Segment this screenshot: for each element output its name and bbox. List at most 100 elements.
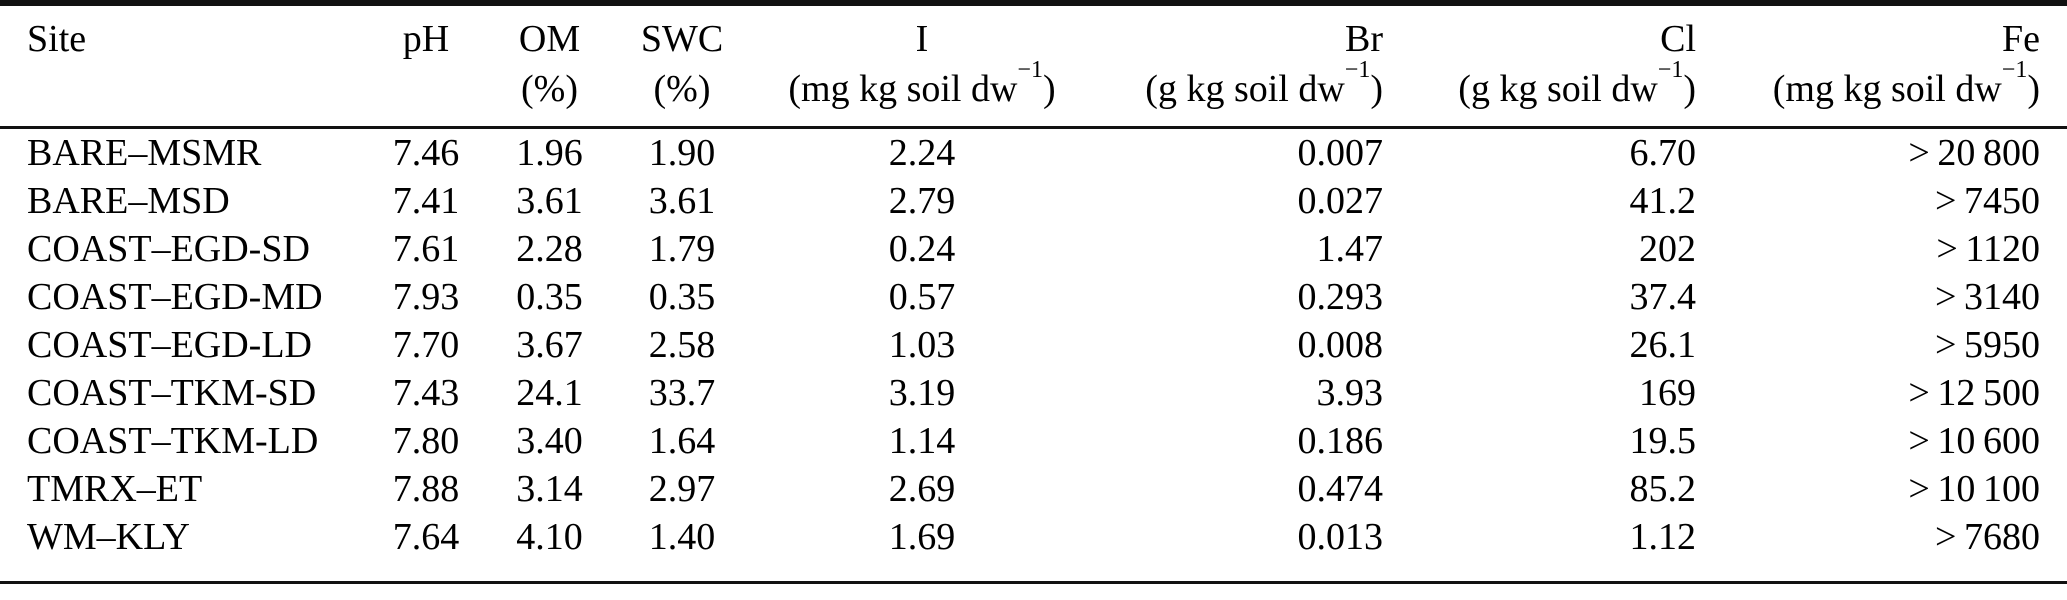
cell-site: BARE–MSMR [27,132,262,174]
column-unit: (g kg soil dw−1) [1145,56,1383,110]
cell-fe: > 10 100 [1908,468,2040,510]
cell-cl: 202 [1639,228,1696,270]
column-label: Fe [2002,18,2040,60]
cell-cl: 41.2 [1629,180,1697,222]
cell-swc: 3.61 [648,180,716,222]
cell-ph: 7.70 [392,324,460,366]
cell-br: 0.013 [1297,516,1384,558]
cell-i: 2.79 [888,180,956,222]
table-row: WM–KLY 7.64 4.10 1.40 1.69 0.013 1.12 > 7680 [0,513,2067,583]
cell-om: 3.14 [516,468,583,510]
cell-fe: > 3140 [1934,276,2040,318]
cell-site: COAST–TKM-SD [27,372,317,414]
cell-om: 1.96 [516,132,583,174]
table-body: BARE–MSMR 7.46 1.96 1.90 2.24 0.007 6.70 > 20 8… [0,128,2067,583]
column-unit: (mg kg soil dw−1) [788,56,1056,110]
cell-cl: 1.12 [1629,516,1697,558]
cell-br: 1.47 [1316,228,1384,270]
cell-swc: 1.90 [648,132,716,174]
cell-i: 0.24 [888,228,956,270]
cell-site: WM–KLY [27,516,190,558]
column-header-chlorine: Cl (g kg soil dw−1) [1385,3,1700,128]
cell-om: 3.67 [516,324,583,366]
cell-ph: 7.61 [392,228,460,270]
cell-i: 2.69 [888,468,956,510]
cell-swc: 33.7 [648,372,716,414]
cell-i: 0.57 [888,276,956,318]
cell-br: 0.027 [1297,180,1384,222]
cell-cl: 85.2 [1629,468,1697,510]
cell-om: 3.61 [516,180,583,222]
column-header-om: OM (%) [487,3,612,128]
column-header-ph: pH [365,3,487,128]
column-label: Cl [1660,18,1696,60]
column-label: I [915,18,929,60]
column-label: OM [518,18,581,60]
table-row: COAST–EGD-SD 7.61 2.28 1.79 0.24 1.47 202 > 112… [0,225,2067,273]
column-header-iodine: I (mg kg soil dw−1) [752,3,1092,128]
cell-i: 2.24 [888,132,956,174]
cell-fe: > 20 800 [1908,132,2040,174]
table-row: COAST–EGD-MD 7.93 0.35 0.35 0.57 0.293 37.4 > 3… [0,273,2067,321]
cell-om: 3.40 [516,420,583,462]
soil-properties-table: Site pH OM (%) SWC (%) I (mg kg soil dw−… [0,0,2067,584]
cell-br: 0.008 [1297,324,1384,366]
column-header-bromine: Br (g kg soil dw−1) [1092,3,1385,128]
cell-fe: > 7450 [1934,180,2040,222]
cell-swc: 2.58 [648,324,716,366]
header-row: Site pH OM (%) SWC (%) I (mg kg soil dw−… [0,3,2067,128]
cell-fe: > 12 500 [1908,372,2040,414]
cell-br: 0.007 [1297,132,1384,174]
table-row: BARE–MSMR 7.46 1.96 1.90 2.24 0.007 6.70 > 20 8… [0,128,2067,178]
cell-fe: > 10 600 [1908,420,2040,462]
cell-i: 3.19 [888,372,956,414]
column-label: SWC [640,18,724,60]
cell-om: 0.35 [516,276,583,318]
cell-fe: > 7680 [1934,516,2040,558]
column-unit: (%) [653,68,711,110]
cell-cl: 6.70 [1629,132,1697,174]
cell-cl: 19.5 [1629,420,1697,462]
cell-cl: 169 [1639,372,1696,414]
cell-om: 24.1 [516,372,583,414]
cell-ph: 7.64 [392,516,460,558]
cell-ph: 7.80 [392,420,460,462]
cell-site: COAST–EGD-SD [27,228,310,270]
cell-swc: 2.97 [648,468,716,510]
table-row: COAST–EGD-LD 7.70 3.67 2.58 1.03 0.008 26.1 > 5… [0,321,2067,369]
cell-ph: 7.88 [392,468,460,510]
column-label: pH [402,18,450,60]
cell-om: 4.10 [516,516,583,558]
cell-swc: 0.35 [648,276,716,318]
cell-ph: 7.46 [392,132,460,174]
cell-i: 1.69 [888,516,956,558]
column-label: Site [27,18,87,60]
cell-ph: 7.43 [392,372,460,414]
cell-site: BARE–MSD [27,180,230,222]
cell-br: 3.93 [1316,372,1384,414]
cell-i: 1.03 [888,324,956,366]
column-header-iron: Fe (mg kg soil dw−1) [1700,3,2067,128]
cell-ph: 7.93 [392,276,460,318]
column-header-swc: SWC (%) [612,3,752,128]
column-header-site: Site [0,3,365,128]
cell-site: COAST–TKM-LD [27,420,319,462]
cell-br: 0.474 [1297,468,1384,510]
cell-ph: 7.41 [392,180,460,222]
column-label: Br [1345,18,1383,60]
column-unit: (g kg soil dw−1) [1458,56,1696,110]
column-unit: (%) [521,68,578,110]
cell-site: COAST–EGD-LD [27,324,312,366]
cell-om: 2.28 [516,228,583,270]
cell-br: 0.186 [1297,420,1384,462]
cell-swc: 1.64 [648,420,716,462]
column-unit: (mg kg soil dw−1) [1772,56,2040,110]
cell-cl: 37.4 [1629,276,1697,318]
cell-site: TMRX–ET [27,468,203,510]
cell-swc: 1.40 [648,516,716,558]
cell-i: 1.14 [888,420,956,462]
cell-cl: 26.1 [1629,324,1697,366]
table-row: COAST–TKM-LD 7.80 3.40 1.64 1.14 0.186 19.5 > 1… [0,417,2067,465]
cell-br: 0.293 [1297,276,1384,318]
cell-swc: 1.79 [648,228,716,270]
